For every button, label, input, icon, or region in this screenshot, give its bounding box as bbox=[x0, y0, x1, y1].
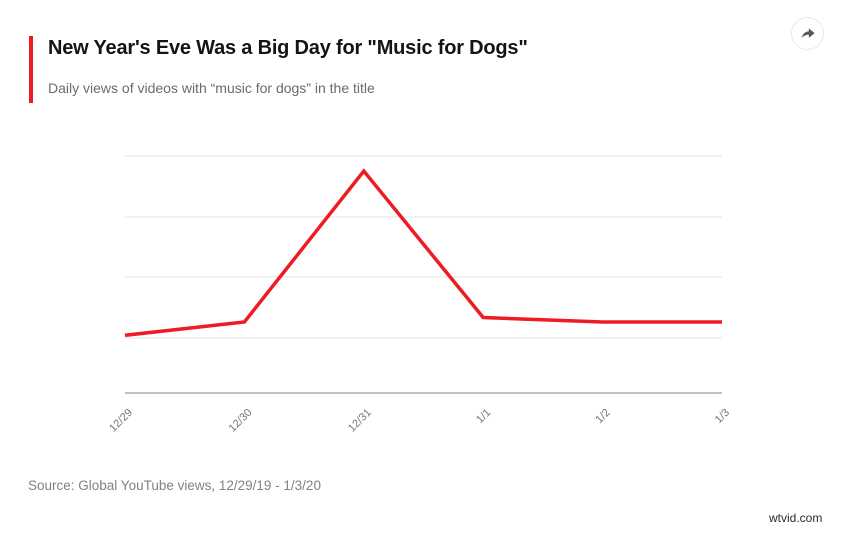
x-axis-label: 1/1 bbox=[474, 407, 493, 426]
title-accent-bar bbox=[29, 36, 33, 103]
x-axis-label: 1/2 bbox=[593, 407, 612, 426]
x-axis-label: 1/3 bbox=[713, 407, 732, 426]
share-arrow-icon bbox=[798, 24, 817, 43]
views-line bbox=[124, 168, 722, 338]
x-axis-label: 12/29 bbox=[107, 407, 135, 435]
watermark-text: wtvid.com bbox=[769, 511, 823, 525]
source-text: Source: Global YouTube views, 12/29/19 -… bbox=[28, 478, 321, 493]
x-axis-label: 12/31 bbox=[346, 407, 374, 435]
page-subtitle: Daily views of videos with “music for do… bbox=[48, 80, 375, 96]
page-title: New Year's Eve Was a Big Day for "Music … bbox=[48, 37, 528, 59]
share-button[interactable] bbox=[791, 17, 824, 50]
x-axis-label: 12/30 bbox=[227, 407, 255, 435]
